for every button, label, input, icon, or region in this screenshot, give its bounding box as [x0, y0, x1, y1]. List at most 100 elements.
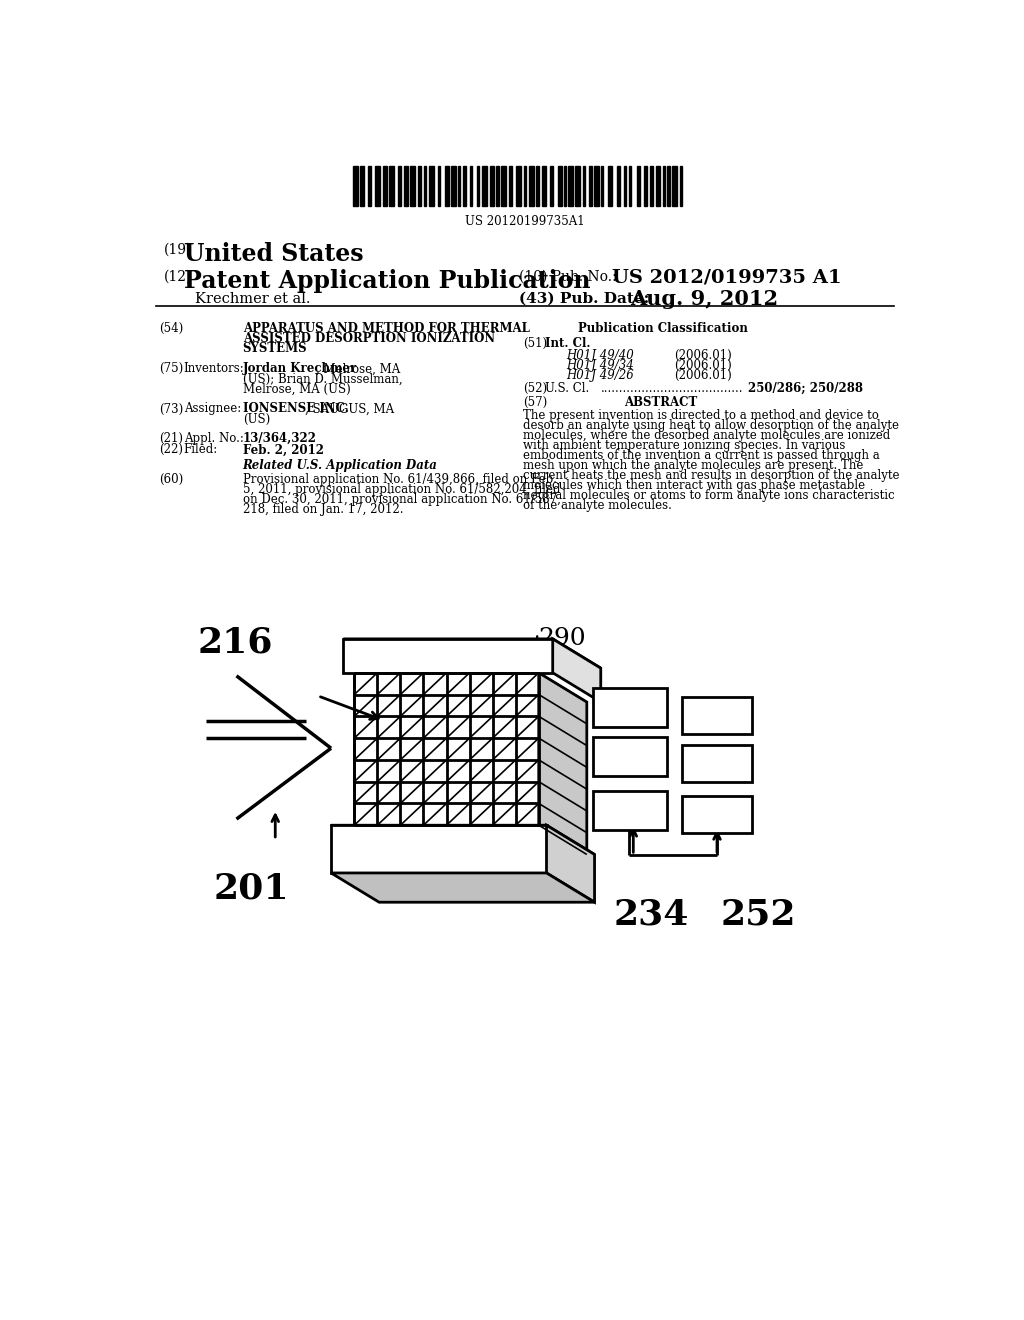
Text: (19): (19) — [164, 243, 193, 257]
Text: current heats the mesh and results in desorption of the analyte: current heats the mesh and results in de… — [523, 469, 900, 482]
Text: Jordan Krechmer: Jordan Krechmer — [243, 363, 357, 375]
Bar — [663, 166, 665, 206]
Text: APPARATUS AND METHOD FOR THERMAL: APPARATUS AND METHOD FOR THERMAL — [243, 322, 529, 335]
Text: United States: United States — [183, 242, 364, 265]
Text: ASSISTED DESORPTION IONIZATION: ASSISTED DESORPTION IONIZATION — [243, 333, 495, 346]
Bar — [550, 166, 553, 206]
Text: desorb an analyte using heat to allow desorption of the analyte: desorb an analyte using heat to allow de… — [523, 418, 899, 432]
Bar — [497, 166, 499, 206]
Text: 5, 2011, provisional application No. 61/582,204, filed: 5, 2011, provisional application No. 61/… — [243, 483, 560, 495]
Text: (10) Pub. No.:: (10) Pub. No.: — [519, 271, 617, 284]
Bar — [630, 166, 632, 206]
Bar — [359, 166, 364, 206]
Bar — [644, 166, 646, 206]
Text: Melrose, MA (US): Melrose, MA (US) — [243, 383, 350, 396]
Text: H01J 49/26: H01J 49/26 — [566, 368, 634, 381]
Text: , Melrose, MA: , Melrose, MA — [316, 363, 400, 375]
Bar — [375, 166, 380, 206]
Text: Krechmer et al.: Krechmer et al. — [195, 292, 310, 306]
Bar — [411, 166, 416, 206]
Text: molecules, where the desorbed analyte molecules are ionized: molecules, where the desorbed analyte mo… — [523, 429, 891, 442]
Text: 218, filed on Jan. 17, 2012.: 218, filed on Jan. 17, 2012. — [243, 503, 403, 516]
Text: (12): (12) — [164, 271, 193, 284]
Bar — [501, 166, 506, 206]
Bar — [383, 166, 387, 206]
Text: SYSTEMS: SYSTEMS — [243, 342, 307, 355]
Text: 290: 290 — [539, 627, 587, 649]
Bar — [625, 166, 627, 206]
Bar — [667, 166, 670, 206]
Text: (US); Brian D. Musselman,: (US); Brian D. Musselman, — [243, 372, 402, 385]
Text: molecules which then interact with gas phase metastable: molecules which then interact with gas p… — [523, 479, 865, 492]
Text: (2006.01): (2006.01) — [675, 348, 732, 362]
Text: (43) Pub. Date:: (43) Pub. Date: — [519, 292, 649, 306]
Text: IONSENSE INC.: IONSENSE INC. — [243, 403, 348, 416]
Bar — [637, 166, 640, 206]
Text: of the analyte molecules.: of the analyte molecules. — [523, 499, 672, 512]
Text: 216: 216 — [198, 626, 273, 660]
Polygon shape — [331, 873, 595, 903]
Polygon shape — [682, 796, 752, 833]
Text: Feb. 2, 2012: Feb. 2, 2012 — [243, 444, 324, 457]
Text: Related U.S. Application Data: Related U.S. Application Data — [243, 459, 437, 471]
Text: (52): (52) — [523, 381, 548, 395]
Text: Int. Cl.: Int. Cl. — [545, 337, 591, 350]
Bar — [458, 166, 460, 206]
Polygon shape — [547, 825, 595, 903]
Text: 250/286; 250/288: 250/286; 250/288 — [748, 381, 863, 395]
Bar — [558, 166, 562, 206]
Bar — [680, 166, 682, 206]
Text: (2006.01): (2006.01) — [675, 359, 732, 372]
Bar — [574, 166, 580, 206]
Text: ABSTRACT: ABSTRACT — [624, 396, 697, 409]
Bar — [389, 166, 394, 206]
Text: (57): (57) — [523, 396, 548, 409]
Text: 13/364,322: 13/364,322 — [243, 432, 316, 445]
Polygon shape — [682, 697, 752, 734]
Bar — [451, 166, 456, 206]
Bar — [601, 166, 603, 206]
Polygon shape — [593, 688, 667, 726]
Bar — [404, 166, 409, 206]
Text: embodiments of the invention a current is passed through a: embodiments of the invention a current i… — [523, 449, 880, 462]
Text: US 2012/0199735 A1: US 2012/0199735 A1 — [612, 268, 842, 286]
Text: Assignee:: Assignee: — [183, 403, 241, 416]
Bar — [516, 166, 521, 206]
Text: (22): (22) — [159, 444, 183, 457]
Bar — [419, 166, 422, 206]
Polygon shape — [593, 738, 667, 776]
Bar — [352, 166, 357, 206]
Bar — [429, 166, 433, 206]
Text: U.S. Cl.: U.S. Cl. — [545, 381, 589, 395]
Text: H01J 49/40: H01J 49/40 — [566, 348, 634, 362]
Text: neutral molecules or atoms to form analyte ions characteristic: neutral molecules or atoms to form analy… — [523, 488, 895, 502]
Text: on Dec. 30, 2011, provisional application No. 61/587,: on Dec. 30, 2011, provisional applicatio… — [243, 492, 560, 506]
Polygon shape — [539, 673, 587, 854]
Bar — [617, 166, 621, 206]
Bar — [524, 166, 526, 206]
Bar — [509, 166, 512, 206]
Bar — [470, 166, 472, 206]
Bar — [425, 166, 426, 206]
Text: (75): (75) — [159, 363, 183, 375]
Polygon shape — [354, 673, 539, 825]
Text: 252: 252 — [721, 898, 797, 932]
Text: 234: 234 — [614, 898, 689, 932]
Bar — [649, 166, 652, 206]
Text: Filed:: Filed: — [183, 444, 218, 457]
Text: (73): (73) — [159, 403, 183, 416]
Bar — [655, 166, 659, 206]
Text: Patent Application Publication: Patent Application Publication — [183, 268, 590, 293]
Polygon shape — [331, 825, 547, 873]
Text: (54): (54) — [159, 322, 183, 335]
Polygon shape — [343, 639, 553, 673]
Bar — [568, 166, 572, 206]
Bar — [463, 166, 466, 206]
Bar — [608, 166, 612, 206]
Text: (US): (US) — [243, 412, 270, 425]
Text: The present invention is directed to a method and device to: The present invention is directed to a m… — [523, 409, 880, 421]
Text: H01J 49/34: H01J 49/34 — [566, 359, 634, 372]
Text: with ambient temperature ionizing species. In various: with ambient temperature ionizing specie… — [523, 438, 846, 451]
Bar — [564, 166, 566, 206]
Bar — [490, 166, 495, 206]
